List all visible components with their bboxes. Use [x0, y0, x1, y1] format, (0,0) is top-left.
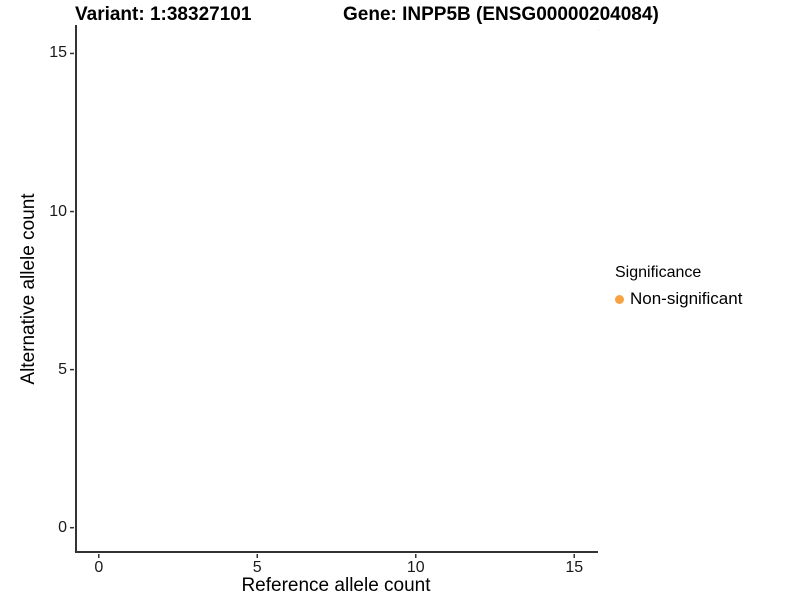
y-axis-title: Alternative allele count	[18, 193, 39, 385]
y-tick-label: 5	[58, 360, 67, 378]
legend-title: Significance	[615, 264, 702, 281]
y-tick-label: 0	[58, 518, 67, 536]
legend: Significance Non-significant	[615, 264, 742, 309]
x-tick-label: 15	[565, 559, 584, 576]
y-tick-label: 10	[49, 202, 67, 220]
legend-items: Non-significant	[615, 289, 742, 309]
variant-title: Variant: 1:38327101	[75, 4, 252, 25]
legend-item-label: Non-significant	[630, 289, 743, 308]
x-tick-label: 10	[406, 559, 425, 576]
x-axis-title: Reference allele count	[241, 575, 431, 596]
legend-key-dot-icon	[615, 294, 624, 304]
legend-item: Non-significant	[615, 289, 742, 309]
plot-panel	[75, 25, 598, 553]
x-tick-label: 5	[252, 559, 262, 576]
gene-title: Gene: INPP5B (ENSG00000204084)	[343, 4, 659, 25]
x-tick-label: 0	[94, 559, 104, 576]
y-tick-label: 15	[49, 44, 67, 62]
